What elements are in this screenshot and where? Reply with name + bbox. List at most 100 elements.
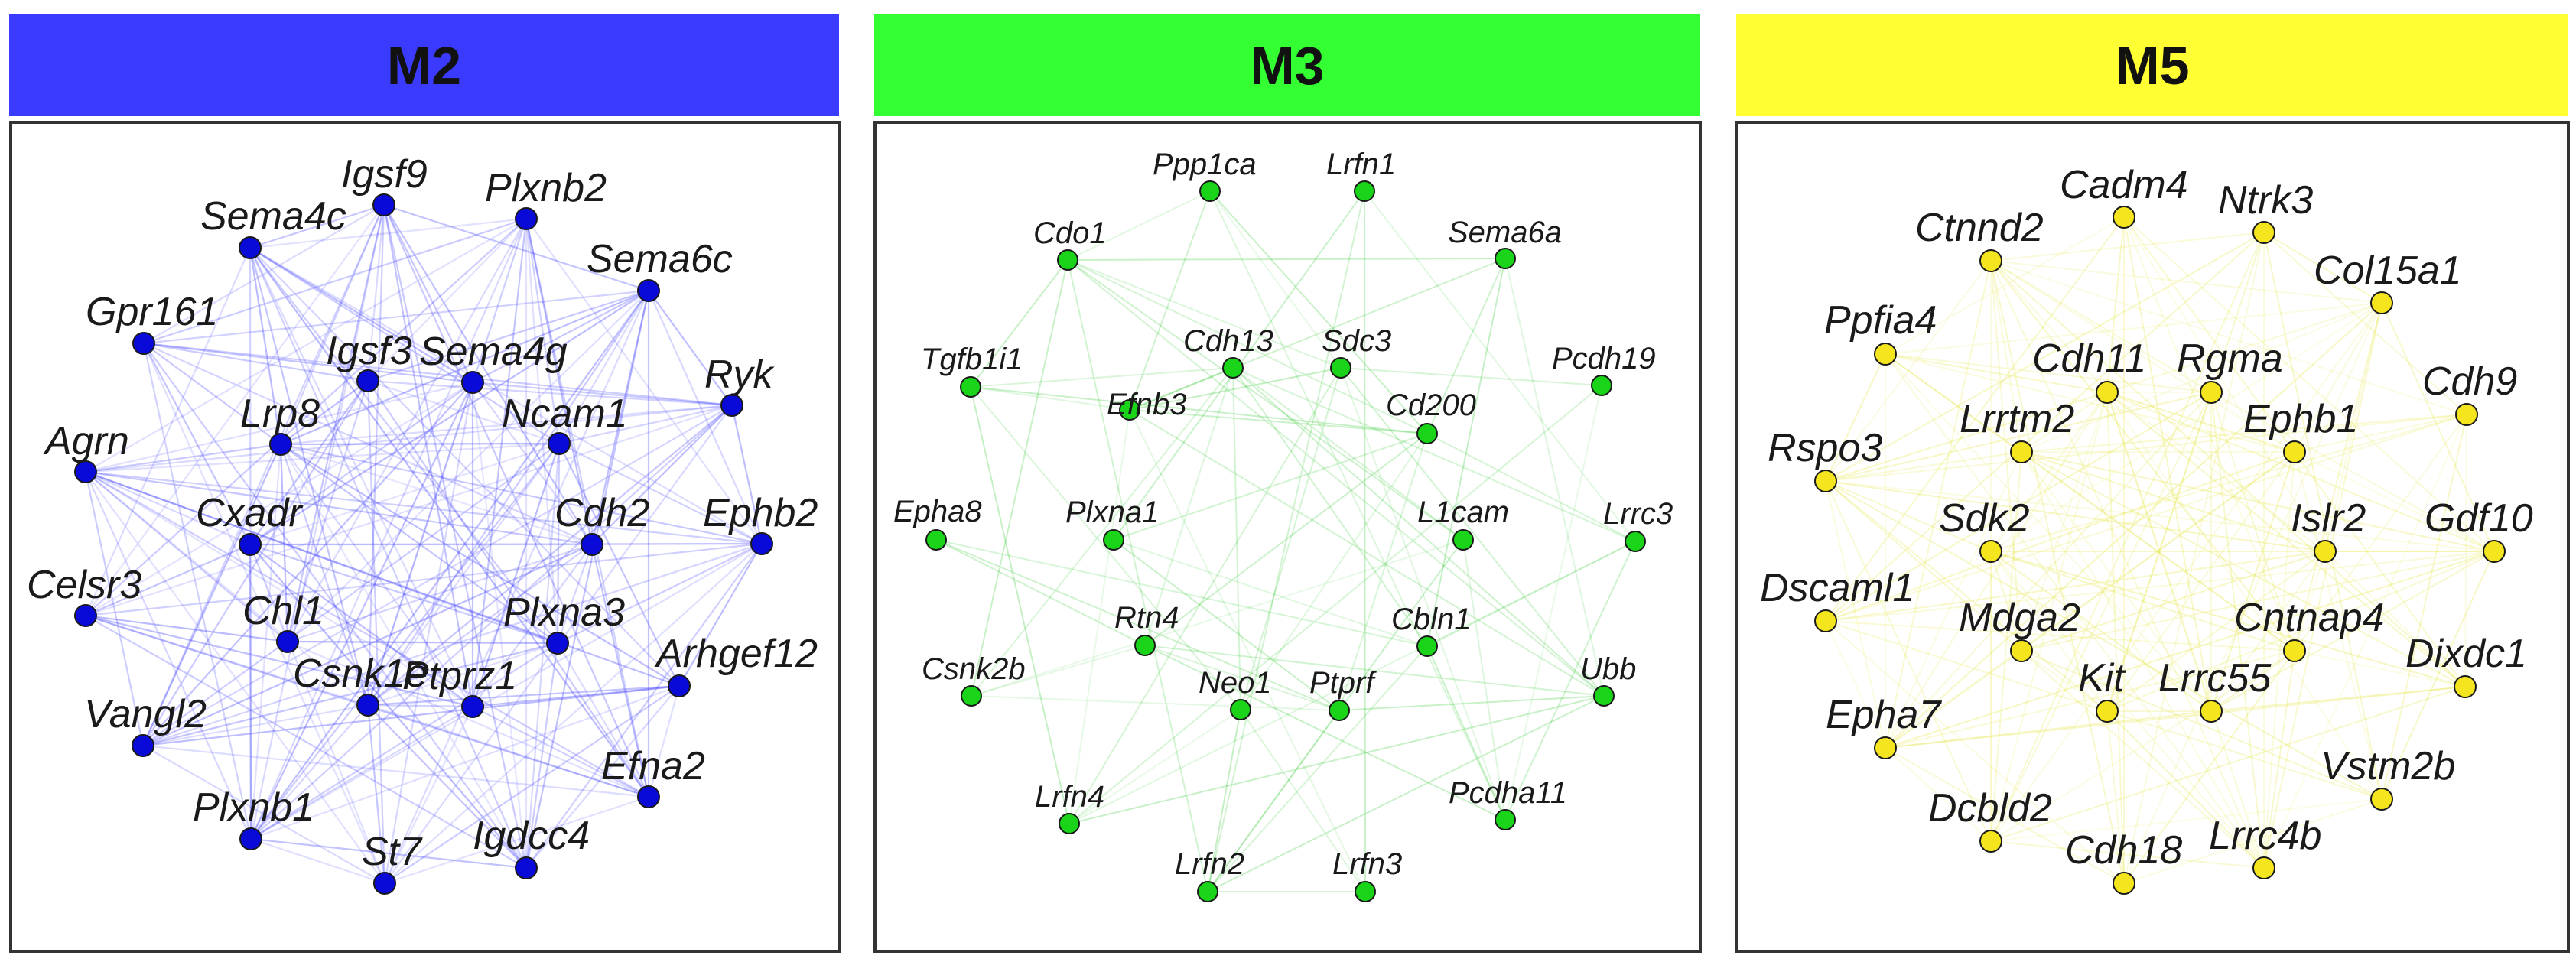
network-node[interactable]: Kit: [2078, 656, 2126, 723]
node-marker[interactable]: [720, 394, 743, 417]
node-marker[interactable]: [1119, 399, 1140, 421]
node-marker[interactable]: [2096, 381, 2119, 404]
network-node[interactable]: Ntrk3: [2218, 178, 2313, 244]
node-marker[interactable]: [2483, 540, 2506, 563]
node-marker[interactable]: [74, 460, 97, 483]
network-node[interactable]: Gdf10: [2425, 496, 2533, 563]
node-marker[interactable]: [1199, 180, 1221, 202]
network-node[interactable]: Cdh9: [2422, 359, 2517, 426]
node-marker[interactable]: [1874, 736, 1897, 759]
network-node[interactable]: Sdc3: [1322, 324, 1391, 379]
network-node[interactable]: Lrfn4: [1035, 780, 1104, 834]
network-node[interactable]: Lrrc4b: [2209, 814, 2321, 879]
network-node[interactable]: Efnb3: [1107, 388, 1187, 421]
network-node[interactable]: Cxadr: [196, 491, 304, 556]
node-marker[interactable]: [750, 532, 773, 555]
node-marker[interactable]: [356, 369, 379, 392]
node-marker[interactable]: [1591, 375, 1612, 396]
node-marker[interactable]: [1222, 357, 1244, 379]
network-node[interactable]: Dixdc1: [2405, 632, 2527, 698]
network-node[interactable]: Rtn4: [1114, 601, 1179, 656]
node-marker[interactable]: [548, 432, 571, 455]
network-node[interactable]: Plxnb1: [193, 785, 314, 850]
network-node[interactable]: Col15a1: [2314, 249, 2462, 314]
network-node[interactable]: Gpr161: [86, 290, 218, 355]
network-node[interactable]: Sema6a: [1448, 216, 1562, 269]
network-node[interactable]: Plxnb2: [485, 166, 607, 230]
network-node[interactable]: Efna2: [601, 744, 705, 808]
network-node[interactable]: Igsf3: [326, 329, 412, 392]
node-marker[interactable]: [132, 734, 154, 757]
network-node[interactable]: Cadm4: [2060, 163, 2188, 229]
node-marker[interactable]: [1452, 529, 1474, 551]
network-node[interactable]: Cdh2: [555, 491, 649, 556]
network-node[interactable]: Csnk1e: [293, 652, 428, 717]
node-marker[interactable]: [1979, 249, 2002, 272]
node-marker[interactable]: [1103, 529, 1124, 551]
node-marker[interactable]: [239, 827, 262, 850]
network-node[interactable]: Islr2: [2291, 496, 2366, 563]
network-node[interactable]: Rgma: [2177, 336, 2283, 404]
network-node[interactable]: Ncam1: [502, 392, 628, 455]
network-node[interactable]: Vstm2b: [2321, 744, 2455, 811]
network-node[interactable]: L1cam: [1417, 496, 1509, 551]
node-marker[interactable]: [1134, 635, 1156, 656]
node-marker[interactable]: [1979, 830, 2002, 853]
node-marker[interactable]: [515, 207, 538, 230]
node-marker[interactable]: [2252, 856, 2275, 879]
node-marker[interactable]: [1625, 531, 1646, 552]
node-marker[interactable]: [1814, 609, 1837, 632]
node-marker[interactable]: [1329, 700, 1350, 721]
network-node[interactable]: Rspo3: [1768, 426, 1882, 492]
network-node[interactable]: Neo1: [1199, 666, 1272, 720]
node-marker[interactable]: [668, 674, 691, 697]
node-marker[interactable]: [2283, 639, 2306, 662]
node-marker[interactable]: [1979, 540, 2002, 563]
network-node[interactable]: Ptprf: [1309, 666, 1377, 721]
network-node[interactable]: Csnk2b: [922, 652, 1026, 707]
node-marker[interactable]: [372, 193, 395, 216]
node-marker[interactable]: [925, 529, 947, 551]
network-node[interactable]: Sema4c: [200, 194, 346, 259]
node-marker[interactable]: [961, 685, 982, 707]
node-marker[interactable]: [637, 279, 660, 302]
network-node[interactable]: Ppp1ca: [1153, 148, 1257, 202]
node-marker[interactable]: [1197, 881, 1218, 902]
node-marker[interactable]: [1874, 343, 1897, 366]
network-node[interactable]: Lrfn3: [1332, 847, 1402, 902]
node-marker[interactable]: [2455, 403, 2478, 426]
network-node[interactable]: Ryk: [704, 353, 776, 417]
network-node[interactable]: Sema4g: [419, 330, 568, 394]
node-marker[interactable]: [960, 376, 981, 398]
node-marker[interactable]: [239, 533, 262, 556]
network-node[interactable]: Plxna1: [1065, 496, 1159, 551]
node-marker[interactable]: [2113, 872, 2135, 895]
node-marker[interactable]: [269, 433, 292, 456]
node-marker[interactable]: [1814, 470, 1837, 492]
network-node[interactable]: Cdh18: [2065, 828, 2182, 895]
node-marker[interactable]: [2283, 440, 2306, 463]
node-marker[interactable]: [373, 872, 396, 895]
node-marker[interactable]: [239, 236, 262, 259]
node-marker[interactable]: [1495, 809, 1516, 830]
network-node[interactable]: Ctnnd2: [1915, 206, 2044, 272]
network-node[interactable]: Ubb: [1580, 652, 1636, 707]
node-marker[interactable]: [2314, 540, 2337, 563]
node-marker[interactable]: [2252, 221, 2275, 244]
network-node[interactable]: Lrrtm2: [1960, 397, 2074, 463]
network-node[interactable]: Epha7: [1826, 693, 1942, 759]
network-node[interactable]: Cdh11: [2032, 336, 2146, 404]
network-node[interactable]: Agrn: [43, 419, 129, 483]
node-marker[interactable]: [356, 694, 379, 717]
network-node[interactable]: Dcbld2: [1928, 786, 2052, 853]
node-marker[interactable]: [2010, 440, 2033, 463]
network-node[interactable]: Lrrc3: [1603, 497, 1673, 552]
network-node[interactable]: Ephb2: [703, 491, 818, 555]
node-marker[interactable]: [276, 630, 299, 653]
node-marker[interactable]: [1330, 357, 1351, 379]
node-marker[interactable]: [132, 332, 155, 355]
network-node[interactable]: Ptprz1: [402, 654, 517, 718]
node-marker[interactable]: [1059, 813, 1080, 834]
node-marker[interactable]: [581, 533, 603, 556]
network-node[interactable]: Lrp8: [240, 392, 320, 456]
